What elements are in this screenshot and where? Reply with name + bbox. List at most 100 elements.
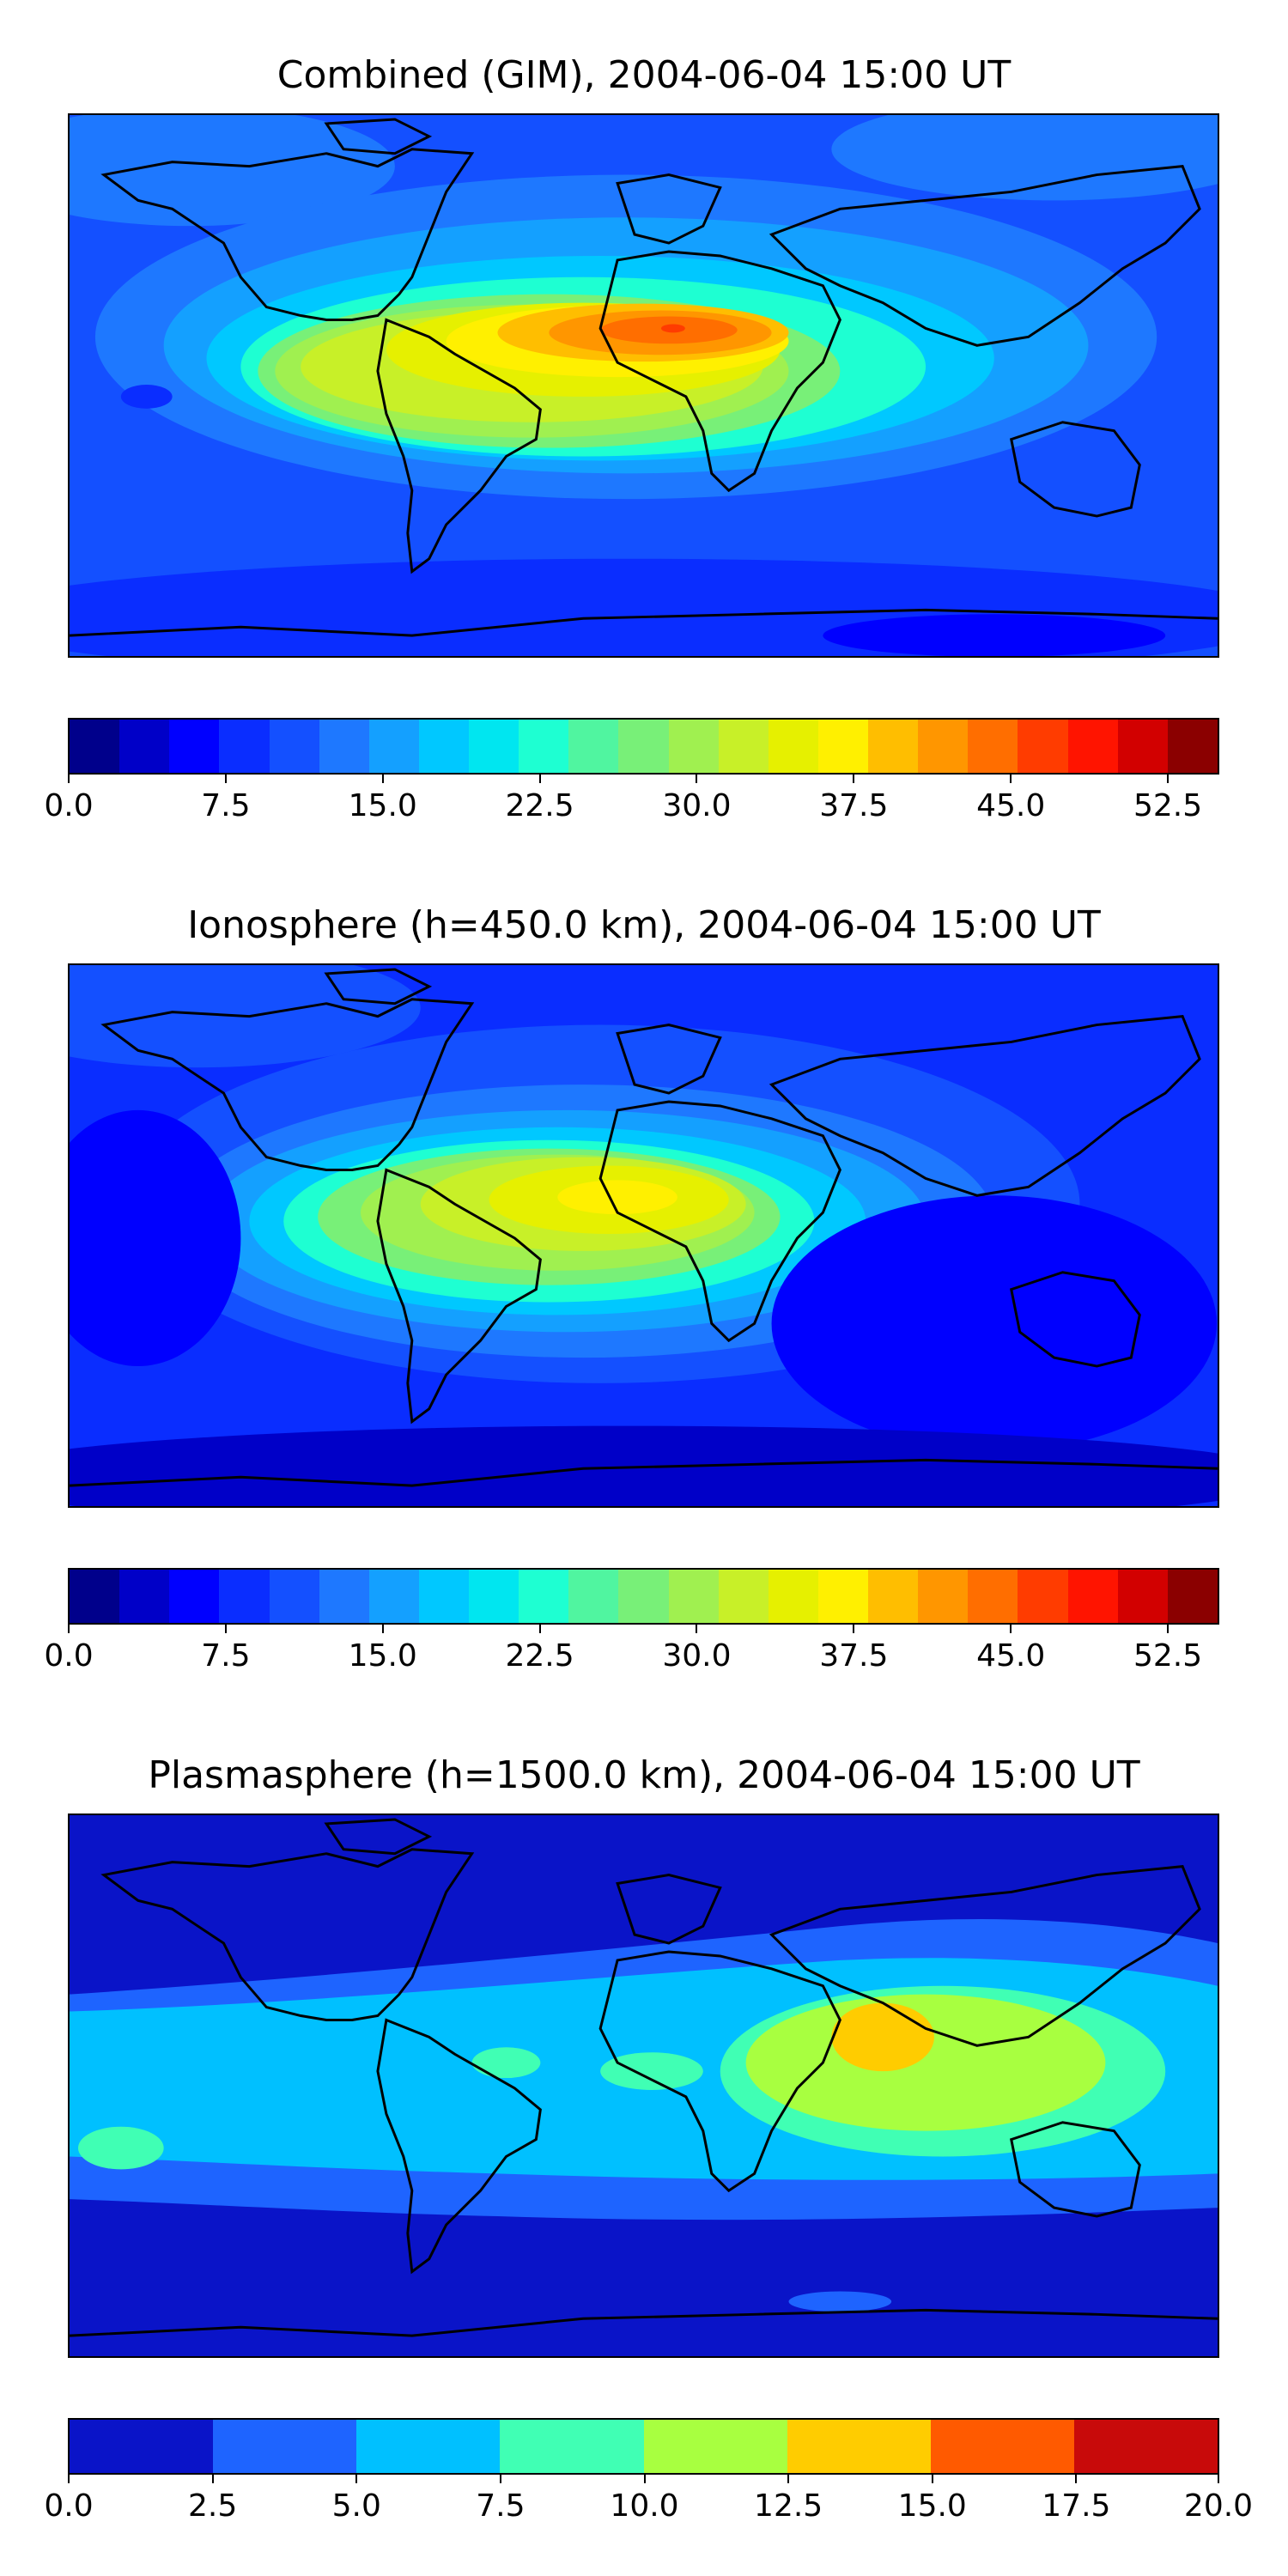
- colorbar-segment: [169, 720, 220, 773]
- colorbar-segment: [668, 1570, 719, 1623]
- colorbar-segment: [768, 1570, 818, 1623]
- colorbar-tick-label: 15.0: [897, 2488, 967, 2524]
- contour-region: [70, 1109, 241, 1366]
- colorbar-tick-label: 45.0: [976, 788, 1046, 823]
- colorbar-segment: [568, 1570, 619, 1623]
- colorbar-tick-label: 37.5: [819, 1638, 889, 1674]
- colorbar-segment: [70, 720, 120, 773]
- colorbar-tick-label: 5.0: [331, 2488, 381, 2524]
- colorbar-tick-mark: [538, 1625, 541, 1633]
- contour-region: [831, 2002, 934, 2072]
- colorbar-segment: [469, 720, 519, 773]
- colorbar-tick-label: 52.5: [1133, 1638, 1203, 1674]
- colorbar-segment: [219, 1570, 270, 1623]
- colorbar-segment: [70, 1570, 120, 1623]
- colorbar-segment: [868, 1570, 919, 1623]
- contour-region: [600, 2052, 703, 2090]
- colorbar-segment: [1067, 1570, 1118, 1623]
- colorbar-tick-mark: [931, 2475, 933, 2483]
- colorbar-tick-mark: [1010, 1625, 1012, 1633]
- colorbar-segment: [500, 2420, 644, 2473]
- colorbar-tick-label: 22.5: [505, 788, 574, 823]
- contour-region: [831, 115, 1218, 201]
- colorbar-segment: [718, 1570, 769, 1623]
- colorbar-segment: [787, 2420, 931, 2473]
- colorbar-segment: [768, 720, 818, 773]
- colorbar-tick-label: 0.0: [44, 1638, 94, 1674]
- colorbar-segment: [1018, 1570, 1068, 1623]
- colorbar-segment: [718, 720, 769, 773]
- colorbar-segment: [1067, 720, 1118, 773]
- colorbar-tick-mark: [787, 2475, 790, 2483]
- colorbar-segment: [618, 720, 669, 773]
- colorbar-segment: [618, 1570, 669, 1623]
- colorbar-tick-label: 20.0: [1183, 2488, 1254, 2524]
- colorbar-segment: [968, 720, 1018, 773]
- colorbar-tick-label: 52.5: [1133, 788, 1203, 823]
- colorbar-tick-label: 15.0: [348, 1638, 417, 1674]
- colorbar-tick-mark: [696, 1625, 698, 1633]
- colorbar-tick-label: 45.0: [976, 1638, 1046, 1674]
- contour-region: [70, 115, 395, 227]
- coastline-outlines: [70, 968, 1218, 1487]
- colorbar-segment: [119, 1570, 170, 1623]
- colorbar-tick-mark: [224, 775, 227, 783]
- colorbar-tick-label: 2.5: [187, 2488, 238, 2524]
- contour-region: [788, 2291, 892, 2312]
- contour-region: [660, 324, 685, 333]
- colorbar-tick-mark: [224, 1625, 227, 1633]
- colorbar-tick-label: 17.5: [1042, 2488, 1111, 2524]
- colorbar-tick-mark: [853, 1625, 855, 1633]
- colorbar-segment: [568, 720, 619, 773]
- colorbar-tick-label: 7.5: [476, 2488, 526, 2524]
- colorbar-tick-mark: [1010, 775, 1012, 783]
- colorbar-tick-label: 7.5: [201, 788, 251, 823]
- colorbar-segment: [70, 2420, 214, 2473]
- colorbar-tick-mark: [1167, 775, 1170, 783]
- colorbar-segment: [319, 1570, 369, 1623]
- panel-3-colorbar: [68, 2418, 1219, 2475]
- colorbar-segment: [169, 1570, 220, 1623]
- colorbar-tick-mark: [538, 775, 541, 783]
- contour-region: [120, 385, 173, 409]
- colorbar-segment: [319, 720, 369, 773]
- colorbar-tick-mark: [381, 775, 384, 783]
- panel-3-title: Plasmasphere (h=1500.0 km), 2004-06-04 1…: [148, 1753, 1140, 1797]
- colorbar-tick-label: 0.0: [44, 788, 94, 823]
- colorbar-segment: [213, 2420, 357, 2473]
- colorbar-tick-label: 22.5: [505, 1638, 574, 1674]
- coastline-outlines: [70, 118, 1218, 637]
- colorbar-tick-mark: [853, 775, 855, 783]
- colorbar-segment: [219, 720, 270, 773]
- colorbar-segment: [418, 720, 469, 773]
- colorbar-segment: [519, 720, 569, 773]
- colorbar-segment: [119, 720, 170, 773]
- contour-region: [745, 1994, 1106, 2131]
- panel-3-map: [68, 1814, 1219, 2358]
- colorbar-segment: [1167, 720, 1218, 773]
- colorbar-tick-mark: [1218, 2475, 1219, 2483]
- contour-region: [557, 1180, 677, 1215]
- colorbar-segment: [269, 1570, 319, 1623]
- panel-2-colorbar-ticks: 0.0 7.5 15.0 22.5 30.0 37.5 45.0 52.5: [44, 1625, 1219, 1676]
- colorbar-segment: [1167, 1570, 1218, 1623]
- colorbar-segment: [1073, 2420, 1218, 2473]
- panel-2-colorbar: [68, 1568, 1219, 1625]
- colorbar-tick-mark: [211, 2475, 214, 2483]
- colorbar-tick-label: 30.0: [662, 788, 732, 823]
- colorbar-segment: [1117, 720, 1168, 773]
- colorbar-tick-label: 12.5: [754, 2488, 823, 2524]
- colorbar-tick-mark: [499, 2475, 501, 2483]
- panel-2-title: Ionosphere (h=450.0 km), 2004-06-04 15:0…: [187, 903, 1101, 947]
- colorbar-segment: [519, 1570, 569, 1623]
- colorbar-segment: [918, 1570, 969, 1623]
- panel-2-map: [68, 963, 1219, 1508]
- colorbar-segment: [643, 2420, 787, 2473]
- contour-region: [471, 2047, 541, 2079]
- coastline-outlines: [70, 1818, 1218, 2337]
- colorbar-segment: [269, 720, 319, 773]
- colorbar-tick-label: 15.0: [348, 788, 417, 823]
- colorbar-segment: [368, 1570, 419, 1623]
- contour-region: [771, 1195, 1218, 1452]
- colorbar-segment: [1117, 1570, 1168, 1623]
